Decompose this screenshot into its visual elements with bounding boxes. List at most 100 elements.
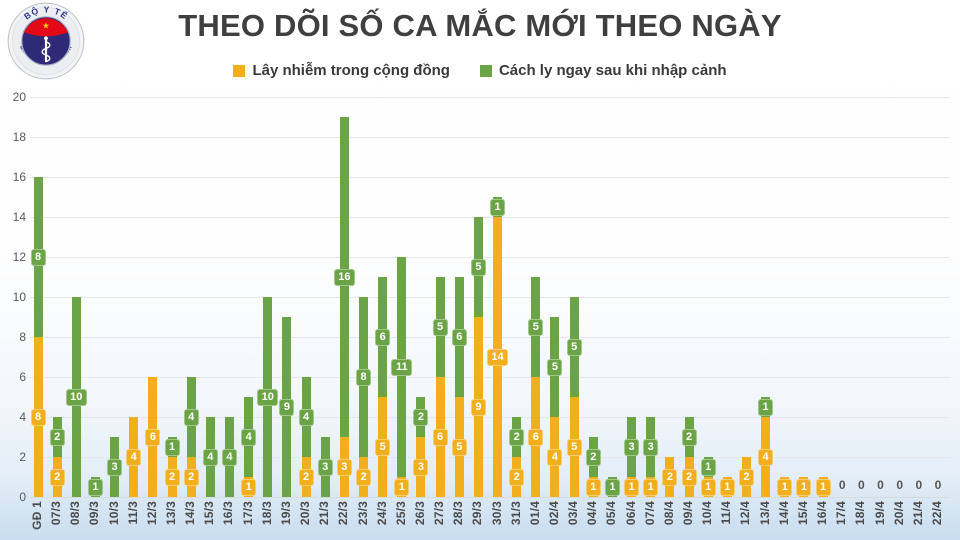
value-label-community-02/4: 4 <box>547 448 563 466</box>
zero-value-label-22/4: 0 <box>934 478 942 492</box>
value-label-community-15/4: 1 <box>796 478 812 496</box>
gridline-y20 <box>30 97 950 98</box>
x-axis-label-10/3: 10/3 <box>106 501 121 526</box>
value-label-quarantine-30/3: 1 <box>490 198 506 216</box>
x-axis-label-09/4: 09/4 <box>681 501 696 526</box>
zero-value-label-19/4: 0 <box>877 478 884 492</box>
value-label-quarantine-14/3: 4 <box>183 408 199 426</box>
gridline-y6 <box>30 377 950 378</box>
value-label-quarantine-GĐ 1: 8 <box>30 248 46 266</box>
x-axis-label-01/4: 01/4 <box>527 501 542 526</box>
x-axis-label-09/3: 09/3 <box>87 501 102 526</box>
value-label-community-16/4: 1 <box>815 478 831 496</box>
value-label-quarantine-24/3: 6 <box>375 328 391 346</box>
x-axis-label-30/3: 30/3 <box>489 501 504 526</box>
x-axis-label-11/4: 11/4 <box>719 501 734 525</box>
x-axis-label-21/4: 21/4 <box>910 501 925 526</box>
value-label-community-23/3: 2 <box>356 468 372 486</box>
value-label-community-GĐ 1: 8 <box>30 408 46 426</box>
x-axis-label-02/4: 02/4 <box>546 501 561 526</box>
x-axis-label-GĐ 1: GĐ 1 <box>30 501 44 530</box>
gridline-y12 <box>30 257 950 258</box>
value-label-community-07/3: 2 <box>49 468 65 486</box>
value-label-community-06/4: 1 <box>624 478 640 496</box>
chart-title: THEO DÕI SỐ CA MẮC MỚI THEO NGÀY <box>178 8 782 43</box>
y-axis-tick-20: 20 <box>12 90 26 104</box>
value-label-quarantine-07/3: 2 <box>49 428 65 446</box>
value-label-quarantine-08/3: 10 <box>65 388 87 406</box>
value-label-quarantine-04/4: 2 <box>585 448 601 466</box>
legend-swatch-community-icon <box>233 65 246 77</box>
value-label-community-07/4: 1 <box>643 478 659 496</box>
value-label-community-13/3: 2 <box>164 468 180 486</box>
x-axis-label-16/3: 16/3 <box>221 501 236 526</box>
x-axis-label-15/3: 15/3 <box>202 501 217 526</box>
x-axis-label-14/4: 14/4 <box>776 501 791 526</box>
legend-label-quarantine: Cách ly ngay sau khi nhập cảnh <box>498 62 727 79</box>
value-label-quarantine-13/4: 1 <box>758 398 774 416</box>
x-axis-label-15/4: 15/4 <box>795 501 810 526</box>
value-label-community-08/4: 2 <box>662 468 678 486</box>
x-axis-label-31/3: 31/3 <box>508 501 523 526</box>
value-label-quarantine-26/3: 2 <box>413 408 429 426</box>
gridline-y8 <box>30 337 950 338</box>
gridline-y0 <box>30 497 950 498</box>
value-label-quarantine-22/3: 16 <box>333 268 355 286</box>
value-label-community-30/3: 14 <box>487 348 509 366</box>
y-axis-tick-6: 6 <box>19 370 26 384</box>
zero-value-label-18/4: 0 <box>858 478 865 492</box>
value-label-community-14/3: 2 <box>183 468 199 486</box>
value-label-community-17/3: 1 <box>241 478 257 496</box>
x-axis-label-20/3: 20/3 <box>298 501 313 526</box>
value-label-quarantine-09/4: 2 <box>681 428 697 446</box>
value-label-quarantine-25/3: 11 <box>391 358 413 376</box>
value-label-quarantine-10/3: 3 <box>107 458 123 476</box>
value-label-quarantine-05/4: 1 <box>604 478 620 496</box>
value-label-quarantine-29/3: 5 <box>470 258 486 276</box>
value-label-community-22/3: 3 <box>336 458 352 476</box>
value-label-community-10/4: 1 <box>700 478 716 496</box>
x-axis-label-07/4: 07/4 <box>642 501 657 526</box>
value-label-quarantine-19/3: 9 <box>279 398 295 416</box>
x-axis-label-12/3: 12/3 <box>144 501 159 526</box>
zero-value-label-21/4: 0 <box>915 478 923 492</box>
value-label-community-29/3: 9 <box>470 398 486 416</box>
logo-snake-icon <box>41 41 51 63</box>
value-label-community-11/3: 4 <box>126 448 142 466</box>
value-label-quarantine-21/3: 3 <box>317 458 333 476</box>
x-axis-label-25/3: 25/3 <box>393 501 408 526</box>
x-axis-label-19/4: 19/4 <box>872 501 887 526</box>
logo-red-band <box>24 18 68 37</box>
x-axis-label-16/4: 16/4 <box>815 501 830 526</box>
x-axis-label-21/3: 21/3 <box>317 501 332 526</box>
value-label-community-12/4: 2 <box>738 468 754 486</box>
x-axis-label-13/4: 13/4 <box>757 501 772 526</box>
x-axis-label-26/3: 26/3 <box>412 501 427 526</box>
value-label-community-12/3: 6 <box>145 428 161 446</box>
gridline-y14 <box>30 217 950 218</box>
x-axis-label-22/3: 22/3 <box>336 501 351 526</box>
value-label-quarantine-01/4: 5 <box>528 318 544 336</box>
y-axis-tick-4: 4 <box>19 410 26 424</box>
y-axis-tick-14: 14 <box>12 210 26 224</box>
value-label-community-04/4: 1 <box>585 478 601 496</box>
value-label-community-27/3: 6 <box>432 428 448 446</box>
x-axis-label-23/3: 23/3 <box>355 501 370 526</box>
value-label-community-20/3: 2 <box>298 468 314 486</box>
x-axis-label-17/3: 17/3 <box>240 501 255 526</box>
x-axis-label-18/3: 18/3 <box>259 501 274 526</box>
value-label-quarantine-28/3: 6 <box>451 328 467 346</box>
zero-value-label-17/4: 0 <box>838 478 846 492</box>
x-axis-label-13/3: 13/3 <box>164 501 179 526</box>
value-label-quarantine-20/3: 4 <box>298 408 314 426</box>
value-label-quarantine-02/4: 5 <box>547 358 563 376</box>
value-label-community-03/4: 5 <box>566 438 582 456</box>
y-axis-tick-10: 10 <box>12 290 26 304</box>
value-label-quarantine-15/3: 4 <box>202 448 218 466</box>
x-axis-label-07/3: 07/3 <box>49 501 64 526</box>
value-label-community-14/4: 1 <box>777 478 793 496</box>
x-axis-label-04/4: 04/4 <box>585 501 600 526</box>
legend-item-quarantine: Cách ly ngay sau khi nhập cảnh <box>479 62 727 79</box>
x-axis-label-10/4: 10/4 <box>700 501 715 526</box>
